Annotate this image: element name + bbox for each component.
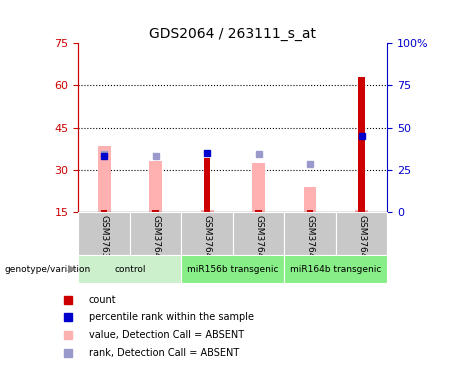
Text: rank, Detection Call = ABSENT: rank, Detection Call = ABSENT: [89, 348, 239, 358]
Bar: [233, 212, 284, 255]
Text: GSM37639: GSM37639: [100, 215, 109, 265]
Bar: [78, 212, 130, 255]
Text: GSM37644: GSM37644: [357, 215, 366, 264]
Bar: [78, 255, 181, 283]
Text: GSM37640: GSM37640: [151, 215, 160, 264]
Text: GSM37641: GSM37641: [202, 215, 212, 264]
Text: miR164b transgenic: miR164b transgenic: [290, 265, 381, 274]
Text: ▶: ▶: [68, 264, 76, 274]
Bar: [149, 161, 162, 212]
Bar: [284, 255, 387, 283]
Bar: [98, 146, 111, 212]
Bar: [130, 212, 181, 255]
Bar: [307, 210, 313, 212]
Bar: [284, 212, 336, 255]
Bar: [336, 212, 387, 255]
Text: value, Detection Call = ABSENT: value, Detection Call = ABSENT: [89, 330, 243, 340]
Text: control: control: [114, 265, 146, 274]
Bar: [255, 210, 262, 212]
Text: percentile rank within the sample: percentile rank within the sample: [89, 312, 254, 322]
Text: miR156b transgenic: miR156b transgenic: [187, 265, 278, 274]
Text: GSM37643: GSM37643: [306, 215, 314, 264]
Text: count: count: [89, 294, 116, 304]
Bar: [358, 77, 365, 212]
Bar: [101, 210, 107, 212]
Bar: [201, 210, 213, 212]
Bar: [181, 255, 284, 283]
Bar: [355, 210, 368, 212]
Bar: [181, 212, 233, 255]
Bar: [153, 210, 159, 212]
Bar: [252, 163, 265, 212]
Text: genotype/variation: genotype/variation: [5, 265, 91, 274]
Bar: [304, 187, 316, 212]
Bar: [204, 158, 210, 212]
Text: GSM37642: GSM37642: [254, 215, 263, 264]
Title: GDS2064 / 263111_s_at: GDS2064 / 263111_s_at: [149, 27, 316, 41]
